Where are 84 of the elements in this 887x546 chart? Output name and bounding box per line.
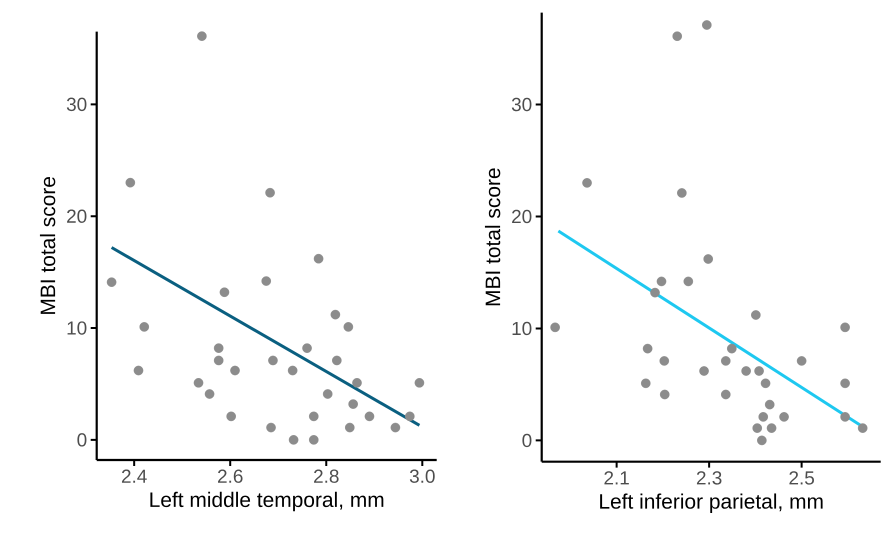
x-tick-label: 2.5 bbox=[789, 471, 814, 485]
y-tick-label: 30 bbox=[66, 98, 86, 112]
point bbox=[204, 389, 214, 399]
point bbox=[268, 356, 278, 366]
x-axis-title: Left inferior parietal, mm bbox=[600, 493, 823, 513]
point bbox=[126, 178, 136, 188]
point bbox=[405, 412, 415, 422]
point bbox=[766, 423, 776, 433]
point bbox=[764, 400, 775, 410]
point bbox=[840, 378, 850, 388]
point bbox=[332, 356, 342, 366]
point bbox=[230, 366, 240, 376]
point bbox=[194, 378, 204, 388]
point bbox=[684, 276, 694, 286]
point bbox=[214, 343, 224, 353]
point bbox=[390, 422, 400, 432]
point bbox=[656, 276, 666, 286]
point bbox=[672, 31, 682, 41]
y-tick-label: 0 bbox=[522, 434, 532, 448]
point bbox=[226, 412, 236, 422]
point bbox=[650, 288, 660, 298]
point bbox=[214, 356, 224, 366]
point bbox=[314, 254, 324, 264]
point bbox=[703, 254, 714, 264]
y-tick-label: 0 bbox=[77, 433, 86, 447]
point bbox=[720, 390, 731, 400]
y-tick-label: 30 bbox=[512, 98, 532, 112]
point bbox=[197, 31, 207, 41]
point bbox=[330, 310, 340, 320]
x-tick-label: 2.8 bbox=[314, 470, 339, 483]
x-axis-title: Left middle temporal, mm bbox=[150, 492, 384, 512]
x-tick-label: 2.6 bbox=[218, 470, 243, 483]
point bbox=[751, 310, 761, 320]
point bbox=[352, 378, 362, 388]
point bbox=[288, 435, 298, 445]
point bbox=[760, 378, 770, 388]
point bbox=[344, 422, 355, 432]
point bbox=[288, 366, 298, 376]
y-tick-label: 20 bbox=[512, 210, 532, 224]
point bbox=[720, 356, 731, 366]
x-tick-label: 2.1 bbox=[604, 471, 629, 484]
point bbox=[840, 322, 850, 332]
point bbox=[308, 412, 319, 422]
x-tick-label: 2.3 bbox=[696, 471, 722, 485]
y-axis-title: MBI total score bbox=[484, 168, 500, 306]
point bbox=[741, 366, 751, 376]
point bbox=[134, 366, 144, 376]
point bbox=[752, 423, 762, 433]
point bbox=[677, 188, 687, 198]
point bbox=[642, 344, 652, 354]
point bbox=[414, 378, 424, 388]
point bbox=[757, 436, 767, 446]
point bbox=[660, 390, 670, 400]
point bbox=[582, 178, 592, 188]
y-tick-label: 10 bbox=[512, 322, 532, 336]
point bbox=[265, 188, 275, 198]
point bbox=[702, 20, 712, 30]
point bbox=[322, 389, 332, 399]
point bbox=[796, 356, 806, 366]
point bbox=[659, 356, 670, 366]
y-axis-title: MBI total score bbox=[40, 177, 56, 314]
point bbox=[106, 277, 116, 287]
y-tick-label: 10 bbox=[68, 321, 86, 335]
point bbox=[640, 378, 651, 388]
point bbox=[754, 366, 764, 376]
x-tick-label: 3.0 bbox=[410, 470, 435, 483]
point bbox=[726, 344, 737, 354]
point bbox=[840, 412, 850, 422]
point bbox=[779, 412, 789, 422]
point bbox=[308, 435, 319, 445]
point bbox=[266, 422, 276, 432]
point bbox=[302, 343, 312, 353]
point bbox=[220, 287, 230, 298]
point bbox=[858, 423, 868, 433]
point bbox=[550, 322, 560, 332]
point bbox=[758, 412, 768, 422]
x-tick-label: 2.4 bbox=[122, 470, 147, 483]
point bbox=[261, 276, 272, 286]
point bbox=[364, 412, 374, 422]
y-tick-label: 20 bbox=[67, 210, 86, 223]
point bbox=[348, 399, 358, 409]
point bbox=[139, 322, 150, 332]
point bbox=[344, 322, 354, 332]
point bbox=[699, 366, 709, 376]
